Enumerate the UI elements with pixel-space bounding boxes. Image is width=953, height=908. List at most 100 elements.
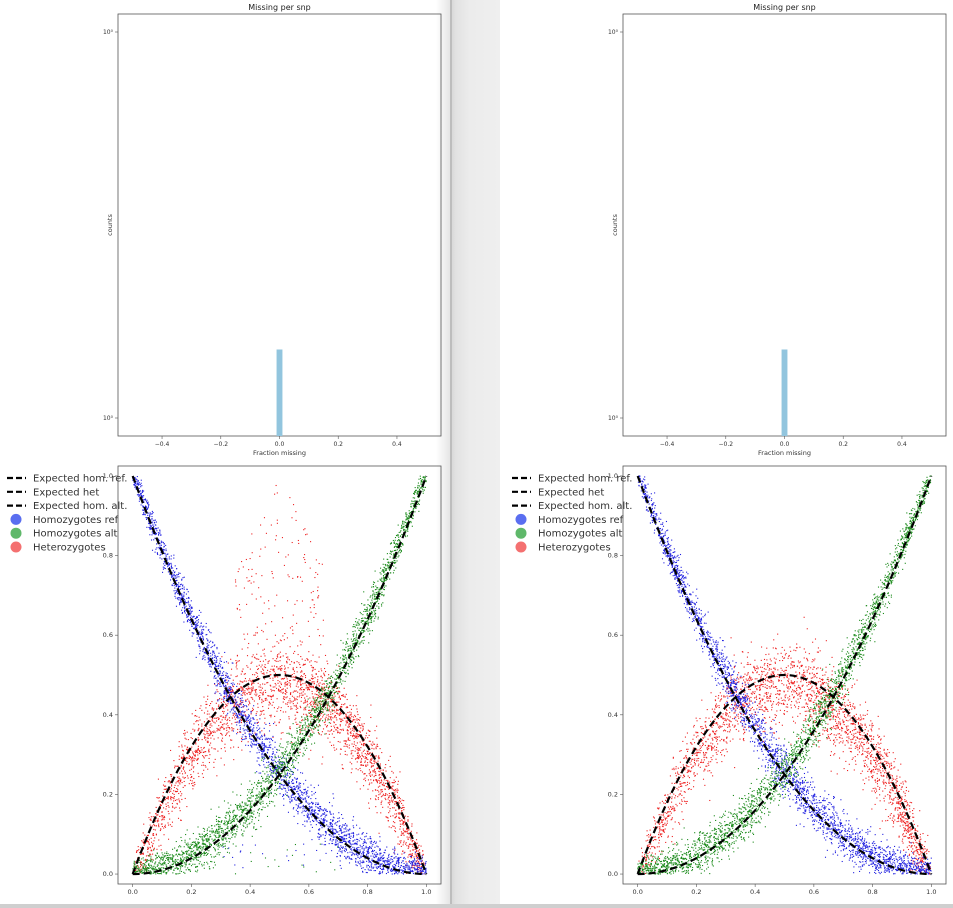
hom-ref-point <box>270 737 272 739</box>
hom-ref-point <box>362 850 364 853</box>
het-point <box>310 721 312 723</box>
hom-ref-point <box>342 837 344 840</box>
hom-ref-point <box>378 859 380 861</box>
hom-ref-point <box>238 693 240 695</box>
hom-ref-point <box>297 769 299 771</box>
het-point <box>373 769 375 771</box>
hom-ref-point <box>309 807 311 809</box>
het-point <box>347 737 350 739</box>
hom-ref-point <box>240 706 242 708</box>
het-point <box>197 748 199 750</box>
hom-ref-point <box>199 631 201 633</box>
hom-ref-point <box>348 830 350 832</box>
hom-ref-point <box>322 821 324 823</box>
het-point <box>390 787 392 789</box>
hom-ref-point <box>311 819 314 821</box>
hom-ref-point <box>414 869 416 871</box>
hom-ref-point <box>317 802 319 804</box>
hom-ref-point <box>260 743 262 745</box>
het-point <box>193 754 195 756</box>
het-point <box>348 715 350 717</box>
het-point <box>234 702 236 704</box>
het-point <box>183 755 185 757</box>
het-point <box>151 850 153 852</box>
het-point <box>377 779 379 781</box>
hom-ref-point <box>212 642 214 644</box>
hom-ref-point <box>340 851 342 853</box>
hom-ref-point <box>167 571 169 573</box>
hom-ref-point <box>384 860 386 862</box>
hom-ref-point <box>350 848 352 850</box>
hom-ref-point <box>218 667 220 669</box>
hom-ref-point <box>216 648 218 650</box>
hom-ref-point <box>146 508 148 510</box>
hom-ref-point <box>352 852 354 854</box>
het-point <box>178 792 180 795</box>
hom-ref-point <box>232 698 234 700</box>
het-point <box>152 853 154 855</box>
het-point <box>397 795 399 797</box>
hom-ref-point <box>223 686 225 688</box>
hom-ref-point <box>296 799 298 801</box>
het-point <box>370 758 372 760</box>
hom-ref-point <box>308 803 310 805</box>
hom-ref-point <box>245 718 247 720</box>
hom-ref-point <box>297 793 299 795</box>
hom-ref-point <box>230 682 232 684</box>
het-point <box>314 697 316 699</box>
het-point <box>197 730 199 732</box>
het-point <box>180 764 182 766</box>
histogram-x-tick-label: 0.2 <box>333 441 343 448</box>
het-point <box>334 707 336 709</box>
het-point <box>302 676 304 678</box>
het-point <box>236 689 238 691</box>
het-point <box>287 658 289 660</box>
het-point <box>316 684 318 686</box>
het-point <box>289 727 291 729</box>
hom-ref-point <box>232 707 234 709</box>
hom-ref-point <box>287 772 289 774</box>
hom-ref-point <box>191 616 193 618</box>
hom-ref-point <box>169 563 171 565</box>
hom-ref-point <box>395 864 397 866</box>
het-point <box>403 824 405 826</box>
het-point <box>220 748 222 750</box>
het-point <box>352 736 354 738</box>
het-point <box>399 813 401 815</box>
hom-ref-point <box>266 746 268 748</box>
het-point <box>170 749 172 752</box>
hom-ref-point <box>267 737 269 739</box>
histogram-chart: Missing per snp−0.4 −0.2 0.0 0.2 0.410⁰10⁰Fr… <box>103 3 442 457</box>
het-point <box>399 812 401 814</box>
het-point <box>407 819 409 821</box>
het-point <box>270 668 272 670</box>
het-point <box>339 711 342 713</box>
hom-ref-point <box>415 860 417 862</box>
het-point <box>327 719 329 721</box>
hom-ref-point <box>139 498 141 500</box>
het-point <box>332 696 334 698</box>
het-point <box>332 687 334 689</box>
hom-ref-point <box>292 788 294 790</box>
hom-ref-point <box>272 751 274 753</box>
het-point <box>245 680 247 682</box>
het-point <box>304 699 307 701</box>
hom-ref-point <box>215 656 217 658</box>
het-point <box>310 710 312 712</box>
het-point <box>158 820 160 822</box>
hom-ref-point <box>250 733 252 735</box>
hom-ref-point <box>137 493 140 495</box>
hom-ref-point <box>361 867 363 869</box>
het-point <box>320 644 322 646</box>
het-point <box>207 737 209 739</box>
hom-ref-point <box>419 869 421 871</box>
hom-ref-point <box>318 817 320 819</box>
het-point <box>184 772 186 774</box>
het-point <box>414 842 417 844</box>
het-point <box>394 822 396 824</box>
het-point <box>316 693 318 696</box>
hom-ref-point <box>230 691 232 694</box>
hom-ref-point <box>230 709 232 711</box>
hom-ref-point <box>195 625 197 627</box>
hom-ref-point <box>226 675 228 677</box>
